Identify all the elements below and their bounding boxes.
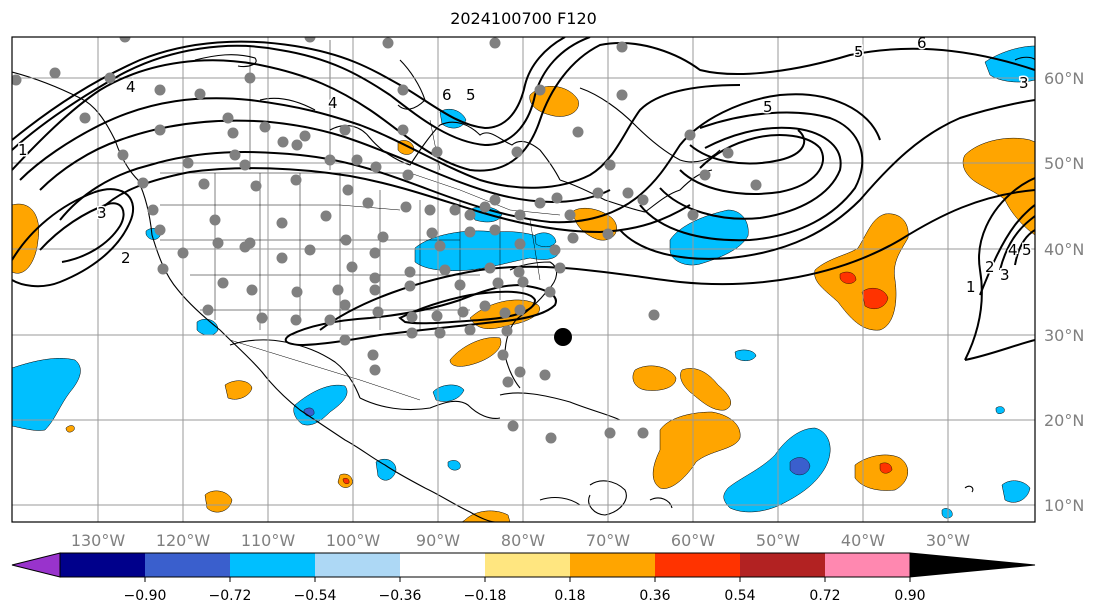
lon-label: 40°W [841,531,885,550]
station-dots [12,37,762,444]
colorbar-segment [740,553,825,577]
colorbar-extend-high [909,552,1036,578]
contour-label: 3 [97,204,107,222]
contour-label: 1 [966,278,976,296]
contour-label: 3 [1019,74,1029,92]
map-frame-border [11,36,1036,523]
contour-lines [12,37,1035,361]
lon-label: 130°W [71,531,126,550]
contour-label: 6 [917,34,927,52]
colorbar-tick-label: 0.90 [894,588,925,604]
colorbar-segment [485,553,570,577]
longitude-labels: 130°W 120°W 110°W 100°W 90°W 80°W 70°W 6… [71,531,970,550]
colorbar-tick-label: −0.90 [124,588,167,604]
colorbar-segment [315,553,400,577]
contour-label: 5 [854,43,864,61]
lat-label: 10°N [1044,496,1084,515]
contour-value-labels: 1 2 3 4 5 6 4 5 6 5 4 3 2 1 5 3 [17,34,1034,298]
colorbar-tick-label: −0.54 [294,588,337,604]
lat-label: 40°N [1044,240,1084,259]
lon-label: 50°W [756,531,800,550]
lon-label: 70°W [586,531,630,550]
lat-label: 60°N [1044,69,1084,88]
lon-label: 110°W [241,531,296,550]
colorbar-segment [570,553,655,577]
contour-label: 4 [328,94,338,112]
colorbar-segment [825,553,910,577]
contour-label: 5 [763,98,773,116]
colorbar-tick-label: 0.72 [809,588,840,604]
colorbar-tick-label: 0.36 [639,588,670,604]
colorbar-tick-label: −0.72 [209,588,252,604]
contour-label: 6 [442,86,452,104]
contour-label: 5 [466,86,476,104]
colorbar-segment [60,553,145,577]
shading-strong-positive [342,271,893,484]
colorbar-tick-label: 0.54 [724,588,755,604]
contour-label: 1 [18,141,28,159]
colorbar-segment [230,553,315,577]
lon-label: 60°W [671,531,715,550]
contour-label: 3 [1000,266,1010,284]
colorbar-ticks [144,577,911,582]
colorbar: −0.90 −0.72 −0.54 −0.36 −0.18 0.18 0.36 … [11,552,1036,604]
contour-label: 2 [985,258,995,276]
colorbar-tick-label: −0.18 [464,588,507,604]
colorbar-tick-label: −0.36 [379,588,422,604]
contour-label: 4 [126,78,136,96]
latitude-labels: 60°N 50°N 40°N 30°N 20°N 10°N [1044,69,1084,515]
colorbar-extend-low [11,552,61,578]
lon-label: 120°W [156,531,211,550]
contour-label: 5 [1022,241,1032,259]
map-title: 2024100700 F120 [450,9,597,28]
contour-label: 2 [121,249,131,267]
lon-label: 80°W [501,531,545,550]
lat-label: 50°N [1044,154,1084,173]
lon-label: 100°W [326,531,381,550]
colorbar-segment [400,553,485,577]
colorbar-segment [145,553,230,577]
lon-label: 90°W [416,531,460,550]
lat-label: 20°N [1044,411,1084,430]
contour-label: 4 [1008,241,1018,259]
lon-label: 30°W [926,531,970,550]
colorbar-segment [655,553,740,577]
storm-center-marker [554,328,572,346]
colorbar-tick-label: 0.18 [554,588,585,604]
lat-label: 30°N [1044,326,1084,345]
